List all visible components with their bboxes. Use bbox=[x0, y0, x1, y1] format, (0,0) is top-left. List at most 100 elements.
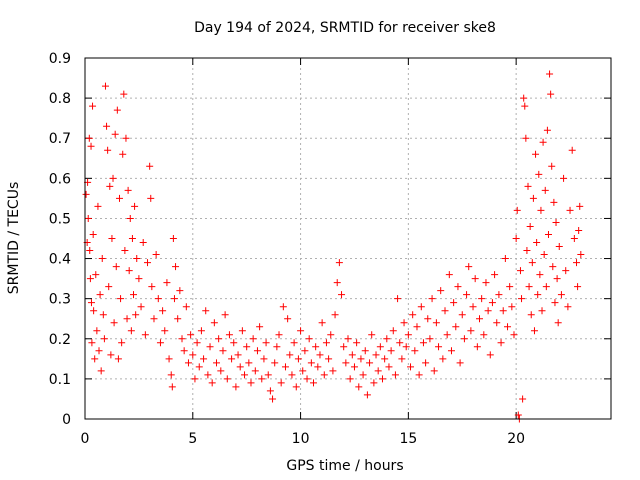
data-point bbox=[288, 371, 296, 379]
data-point bbox=[271, 359, 279, 367]
data-point bbox=[86, 275, 94, 283]
data-point bbox=[450, 299, 458, 307]
data-point bbox=[131, 202, 139, 210]
data-point bbox=[409, 311, 417, 319]
data-point bbox=[538, 307, 546, 315]
data-point bbox=[241, 371, 249, 379]
data-point bbox=[325, 355, 333, 363]
data-point bbox=[251, 367, 259, 375]
data-point bbox=[108, 235, 116, 242]
data-point bbox=[133, 255, 141, 263]
data-point bbox=[473, 343, 481, 351]
data-point bbox=[439, 355, 447, 363]
data-point bbox=[522, 134, 530, 142]
data-point bbox=[575, 226, 583, 234]
data-point bbox=[557, 291, 565, 299]
y-tick-label: 0.4 bbox=[49, 252, 71, 268]
data-point bbox=[566, 206, 574, 214]
data-point bbox=[245, 359, 253, 367]
data-point bbox=[178, 335, 186, 343]
data-point bbox=[195, 363, 203, 371]
data-point bbox=[432, 319, 440, 327]
data-point bbox=[232, 383, 240, 391]
data-point bbox=[275, 331, 283, 339]
data-point bbox=[528, 259, 536, 267]
data-point bbox=[359, 371, 367, 379]
data-point bbox=[460, 335, 468, 343]
data-point bbox=[106, 182, 114, 190]
data-point bbox=[305, 335, 313, 343]
data-point bbox=[445, 271, 453, 279]
data-point bbox=[527, 311, 535, 319]
data-point bbox=[417, 303, 425, 311]
data-point bbox=[243, 343, 251, 351]
y-tick-label: 0.3 bbox=[49, 292, 71, 308]
x-tick-label: 0 bbox=[81, 431, 90, 447]
data-point bbox=[554, 319, 562, 327]
data-point bbox=[553, 275, 561, 283]
data-point bbox=[299, 367, 307, 375]
data-point bbox=[111, 130, 119, 138]
data-point bbox=[329, 367, 337, 375]
data-point bbox=[376, 343, 384, 351]
data-point bbox=[236, 363, 244, 371]
data-point bbox=[573, 259, 581, 267]
data-point bbox=[121, 247, 129, 255]
data-point bbox=[85, 134, 93, 142]
data-point bbox=[230, 339, 238, 347]
data-point bbox=[512, 235, 520, 242]
data-point bbox=[454, 283, 462, 291]
data-point bbox=[104, 146, 112, 154]
data-point bbox=[346, 375, 354, 383]
data-point bbox=[107, 351, 115, 359]
data-point bbox=[292, 383, 300, 391]
data-point bbox=[456, 359, 464, 367]
data-point bbox=[547, 90, 555, 98]
data-point bbox=[176, 287, 184, 295]
data-point bbox=[525, 283, 533, 291]
data-point bbox=[217, 367, 225, 375]
data-point bbox=[413, 323, 421, 331]
data-point bbox=[109, 174, 117, 182]
data-point bbox=[130, 291, 138, 299]
data-point bbox=[533, 239, 541, 247]
data-point bbox=[443, 331, 451, 339]
data-point bbox=[458, 311, 466, 319]
data-point bbox=[378, 375, 386, 383]
data-point bbox=[402, 343, 410, 351]
data-point bbox=[532, 150, 540, 158]
data-point bbox=[206, 343, 214, 351]
data-point bbox=[562, 267, 570, 275]
data-point bbox=[161, 327, 169, 335]
data-point bbox=[113, 106, 121, 114]
data-point bbox=[202, 307, 210, 315]
data-point bbox=[513, 206, 521, 214]
data-point bbox=[361, 347, 369, 355]
x-tick-label: 10 bbox=[292, 431, 310, 447]
data-point bbox=[256, 323, 264, 331]
data-point bbox=[152, 251, 160, 259]
data-point bbox=[576, 202, 584, 210]
data-point bbox=[154, 295, 162, 303]
data-point bbox=[215, 335, 223, 343]
data-point bbox=[368, 331, 376, 339]
data-point bbox=[310, 379, 318, 387]
data-point bbox=[180, 347, 188, 355]
data-point bbox=[350, 363, 358, 371]
data-point bbox=[120, 90, 128, 98]
data-point bbox=[87, 299, 95, 307]
y-tick-label: 0.1 bbox=[49, 372, 71, 388]
data-point bbox=[187, 331, 195, 339]
data-point bbox=[262, 339, 270, 347]
y-tick-label: 0 bbox=[62, 412, 71, 428]
data-point bbox=[372, 351, 380, 359]
data-point bbox=[463, 291, 471, 299]
data-point bbox=[277, 379, 285, 387]
data-point bbox=[82, 190, 90, 198]
data-point bbox=[415, 371, 423, 379]
data-point bbox=[301, 347, 309, 355]
data-point bbox=[264, 371, 272, 379]
data-point bbox=[234, 351, 242, 359]
data-point bbox=[286, 351, 294, 359]
